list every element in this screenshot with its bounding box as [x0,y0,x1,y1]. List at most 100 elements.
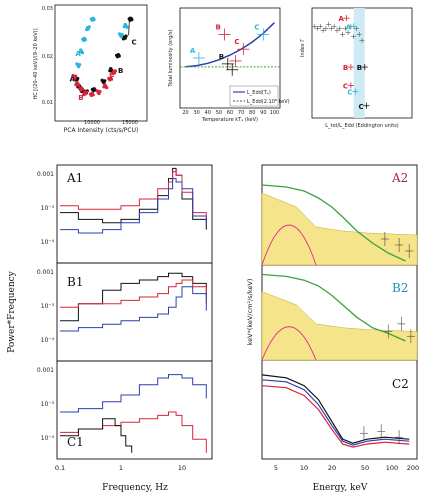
hc-arrow [128,16,130,36]
psd-b1-series-red [60,279,207,308]
hc-frame [54,4,148,122]
spec-a2-comptonized-area [261,192,418,266]
spec-xtick-20: 20 [328,464,336,472]
panel-label-b2: B2 [392,281,408,295]
temp-point-label-3: C [234,38,239,46]
psd-b1-ytick-2: 10⁻⁴ [41,337,55,344]
psd-xtick-1: 1 [119,464,123,472]
psd-a1-ytick-1: 10⁻³ [41,205,55,212]
idx-label-1: A [346,23,352,31]
spec-xtick-200: 200 [407,464,419,472]
psd-c1-frame [56,360,213,460]
spec-c2-plot [261,374,410,448]
hc-ytick-002: 0.02 [42,54,53,60]
hc-point-red-8-3 [113,69,117,73]
temp-y-axis-label: Total luminosity (erg/s) [168,29,174,87]
idx-x-axis-label: L_tot/L_Edd (Eddington units) [325,123,399,129]
psd-c1-series-black [60,418,133,453]
spec-x-axis-label: Energy, keV [313,483,368,493]
hc-xtick-15000: 15000 [122,120,138,126]
hc-label-0: A [75,50,81,58]
spec-b2-comptonized-area [261,291,418,361]
hc-ytick-003: 0.03 [42,6,53,12]
idx-label-6: C [358,103,363,111]
temp-xtick-1: 30 [193,110,199,116]
panel-label-c2: C2 [392,377,409,391]
spec-b2-total-model [261,273,406,342]
power-spectra-group: A1 B1 C1 0.001 10⁻³ 10⁻⁴ 0.001 10⁻³ 10⁻⁴… [7,164,213,493]
hc-point-cyan-4-3 [92,18,96,22]
psd-a1-ytick-2: 10⁻⁴ [41,239,55,246]
hc-point-red-5-3 [98,89,102,94]
hc-label-5: C [132,38,137,46]
psd-b1-ytick-0: 0.001 [37,269,54,276]
hc-point-black-0-3 [76,76,80,81]
spec-c2-frame [261,359,418,460]
hc-point-cyan-6-3 [125,25,129,29]
temp-legend: L_Edd(Tₑ) L_Edd(2.10⁸ keV) [229,85,290,107]
psd-a1-ytick-0: 0.001 [37,171,54,178]
hc-point-red-7-3 [109,77,114,81]
hc-point-red-0-3 [74,74,78,78]
spec-c2-spectrum-blue [261,379,410,446]
temp-model-curve [185,22,275,68]
temp-x-axis-label: Temperature kTₑ (keV) [201,117,258,123]
idx-label-5: C [347,89,352,97]
temp-point-label-0: A [190,47,196,55]
spec-c2-spectrum-black [261,374,410,444]
psd-x-axis-label: Frequency, Hz [102,483,168,493]
hc-point-red-2-3 [80,87,85,91]
hc-point-cyan-1-3 [80,51,85,55]
psd-xtick-10: 10 [178,464,186,472]
hc-point-red-3-3 [84,90,88,94]
panel-label-a1: A1 [66,171,83,185]
spec-c2-spectrum-red [261,385,410,448]
idx-label-3: B [357,64,362,72]
idx-y-axis-label: Index Γ [300,39,306,57]
spec-xtick-5: 5 [274,464,278,472]
spec-a2-total-model [261,184,406,262]
hc-point-black-5-3 [103,79,107,83]
psd-c1-series-blue [60,374,207,413]
temp-plot-area: A B B C C [180,22,280,76]
panel-temperature-luminosity: A B B C C 20 30 40 50 60 70 80 90 100 Temperature kT… [168,7,290,123]
temp-xtick-8: 100 [270,110,280,116]
psd-b1-plot [60,272,207,332]
psd-c1-ytick-1: 10⁻³ [41,401,55,408]
spec-xtick-100: 100 [386,464,398,472]
spec-xtick-50: 50 [361,464,369,472]
psd-c1-plot [60,374,207,453]
spec-a2-line-component [261,224,317,266]
spec-b2-line-component [261,326,317,361]
temp-xtick-3: 50 [216,110,222,116]
idx-label-4: C [343,82,348,90]
hc-point-cyan-5-3 [120,32,124,37]
hc-label-4: B [118,67,123,75]
hc-ytick-001: 0.01 [42,100,53,106]
temp-x-ticks: 20 30 40 50 60 70 80 90 100 [182,110,279,116]
psd-y-axis-label: Power*Frequency [7,270,17,353]
temp-xtick-6: 80 [249,110,255,116]
spec-y-axis-label: keV*(keV/cm²/s/keV) [246,279,254,346]
psd-b1-series-blue [60,286,207,332]
temp-point-label-2: B [219,53,224,61]
hc-point-black-8-3 [124,34,128,38]
hc-point-black-9-3 [130,18,134,22]
idx-label-2: B [343,64,348,72]
hc-point-red-1-3 [77,83,81,87]
psd-c1-ytick-2: 10⁻⁴ [41,435,55,442]
temp-xtick-7: 90 [260,110,266,116]
hc-label-2: B [78,94,83,102]
panel-label-b1: B1 [67,275,83,289]
spec-xtick-10: 10 [300,464,308,472]
psd-a1-plot [60,167,207,234]
temp-xtick-0: 20 [182,110,188,116]
spec-b2-plot [261,273,418,361]
idx-label-0: A [338,15,344,23]
temp-xtick-2: 40 [205,110,211,116]
energy-spectra-group: A2 B2 C2 5 10 20 50 100 200 Energy, keV … [246,164,419,493]
spec-a2-plot [261,184,418,266]
